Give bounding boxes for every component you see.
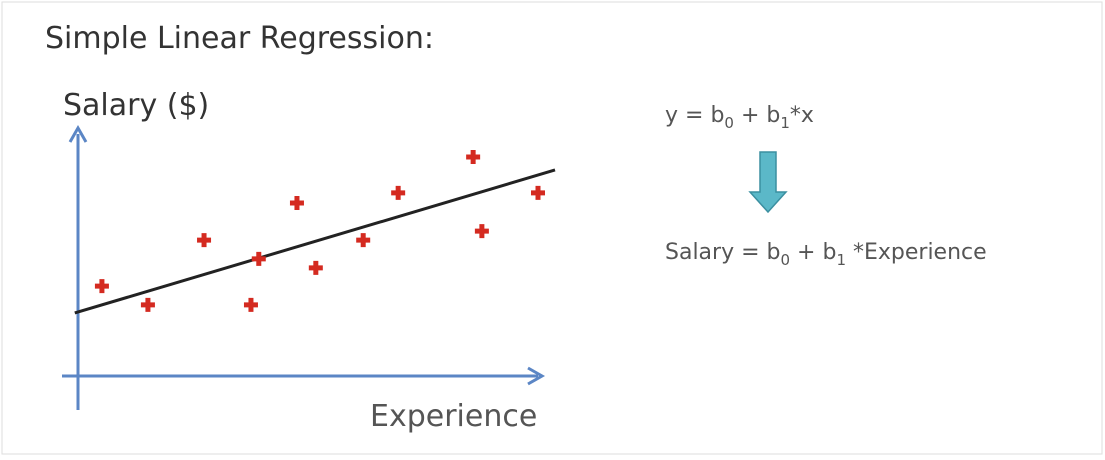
data-point [197,233,212,248]
x-axis-arrow [527,366,546,386]
subscript: 0 [781,251,791,269]
data-point [289,196,304,211]
y-axis-arrow [68,124,88,143]
data-point [356,233,371,248]
equation-part: + b [734,103,780,128]
data-point [474,224,489,239]
data-point [531,185,545,200]
subscript: 1 [836,251,846,269]
x-axis-label: Experience [370,399,537,434]
data-point [466,150,481,165]
data-point [94,279,109,294]
equation-part: *Experience [846,240,987,265]
equation-part: *x [790,103,814,128]
data-point [391,185,406,200]
data-point [140,297,155,312]
data-point [308,260,323,275]
subscript: 1 [780,114,790,132]
equation-part: Salary = b [665,240,781,265]
equation-part: y = b [665,103,724,128]
data-point [251,251,266,266]
equation: y = b0 + b1*x [665,103,814,132]
slide-title: Simple Linear Regression: [45,21,434,56]
subscript: 0 [724,114,734,132]
down-arrow [748,151,788,214]
y-axis-label: Salary ($) [63,88,209,123]
equation-part: + b [790,240,836,265]
data-point [243,297,258,312]
trend-line [74,168,556,315]
equation: Salary = b0 + b1 *Experience [665,240,987,269]
